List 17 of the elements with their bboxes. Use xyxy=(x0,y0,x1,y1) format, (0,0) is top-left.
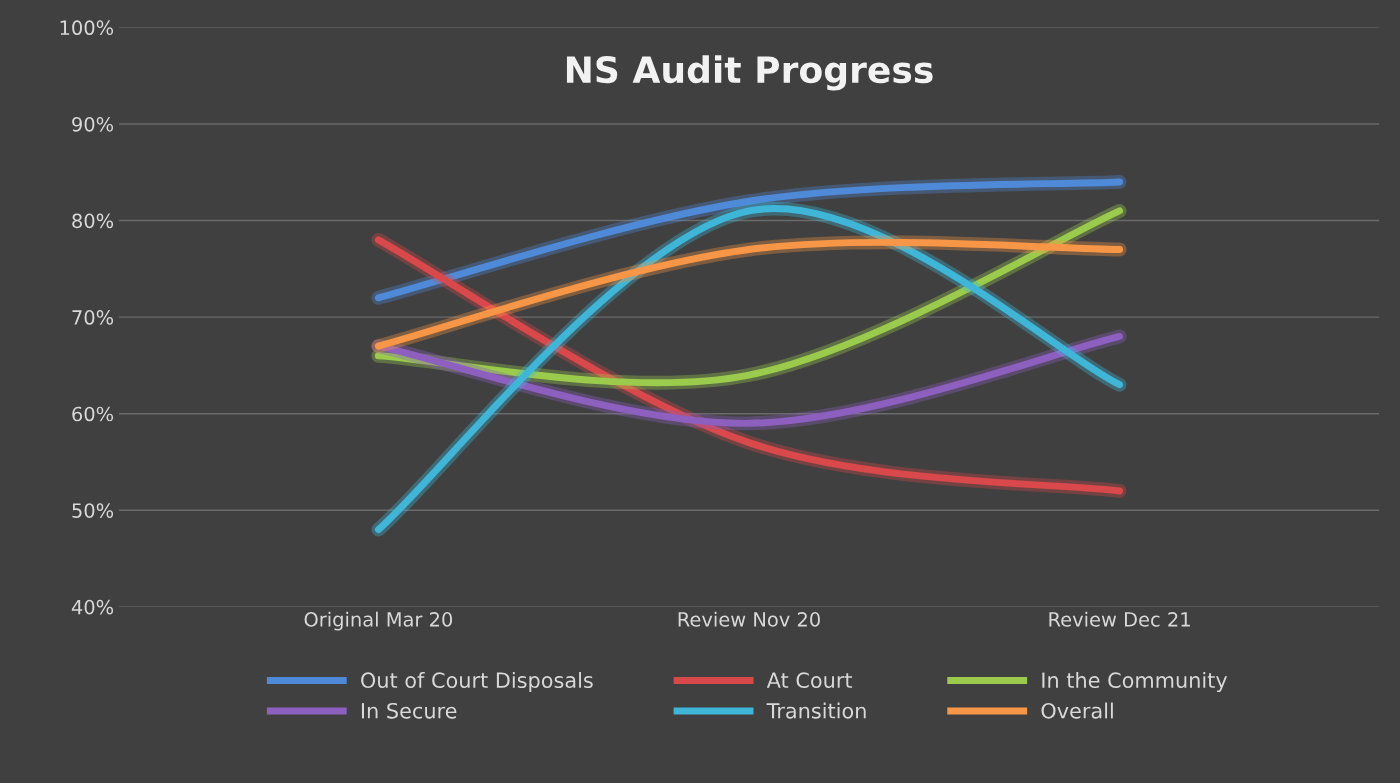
legend-label: Out of Court Disposals xyxy=(361,671,593,693)
legend-label: Overall xyxy=(1041,702,1113,719)
y-tick-label: 40% xyxy=(71,599,114,615)
y-tick-label: 70% xyxy=(72,310,114,325)
y-tick-label: 50% xyxy=(72,503,114,518)
y-tick-label: 60% xyxy=(72,406,114,422)
legend-label: At Court xyxy=(766,672,853,689)
legend-label: In the Community xyxy=(1042,671,1228,693)
y-tick-label: 90% xyxy=(72,116,114,132)
y-tick-label: 100% xyxy=(60,20,114,36)
x-tick-label: Review Nov 20 xyxy=(678,611,820,627)
legend-label: In Secure xyxy=(361,702,457,719)
y-tick-label: 80% xyxy=(72,213,114,229)
x-tick-label: Original Mar 20 xyxy=(304,611,453,631)
text: NS Audit Progress xyxy=(566,55,933,91)
legend-label: Transition xyxy=(766,702,866,719)
x-tick-label: Review Dec 21 xyxy=(1049,611,1190,627)
